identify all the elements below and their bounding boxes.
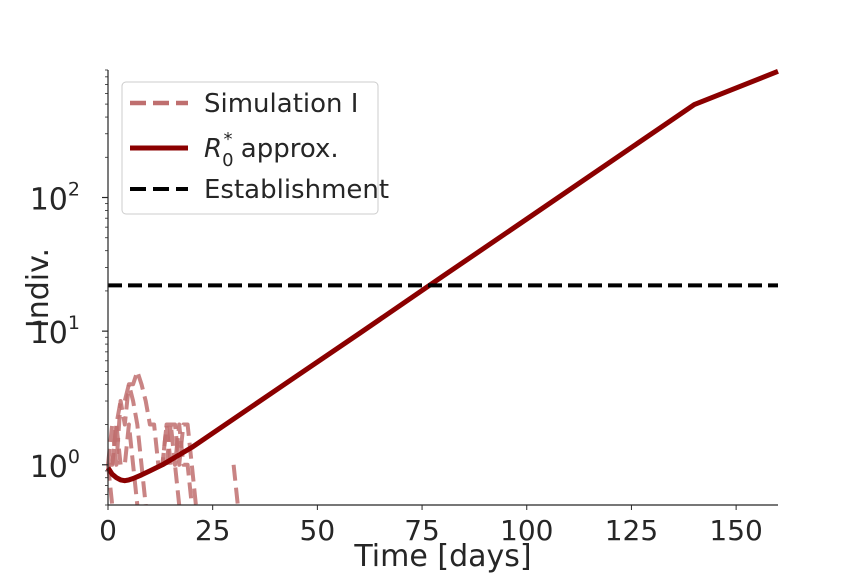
y-ticks: 100 101 102 bbox=[30, 69, 108, 506]
x-tick-label-125: 125 bbox=[605, 514, 658, 547]
y-tick-label-0: 100 bbox=[30, 446, 80, 485]
legend-label-approx-sub: 0 bbox=[222, 150, 233, 171]
approx-line bbox=[105, 68, 779, 484]
simulation-trace-2 bbox=[110, 382, 148, 506]
x-tick-label-0: 0 bbox=[99, 514, 117, 547]
legend-label-approx-rest: approx. bbox=[233, 134, 339, 164]
x-tick-label-100: 100 bbox=[500, 514, 553, 547]
axes bbox=[107, 70, 778, 506]
legend-label-establishment: Establishment bbox=[204, 175, 389, 205]
x-ticks: 0 25 50 75 100 125 150 bbox=[99, 505, 763, 547]
legend-label-approx-sup: * bbox=[224, 129, 233, 150]
x-axis-title: Time [days] bbox=[353, 539, 531, 574]
legend: Simulation I R0* approx. Establishment bbox=[121, 81, 389, 215]
simulation-trace-6 bbox=[231, 464, 240, 506]
x-tick-label-25: 25 bbox=[195, 514, 231, 547]
simulation-trace-0 bbox=[106, 369, 198, 506]
legend-label-simulation: Simulation I bbox=[204, 89, 358, 119]
x-tick-label-150: 150 bbox=[709, 514, 762, 547]
legend-label-approx-main: R bbox=[204, 134, 222, 164]
y-tick-label-1: 101 bbox=[30, 312, 80, 351]
y-tick-label-2: 102 bbox=[30, 179, 80, 218]
simulation-trace-3 bbox=[106, 464, 117, 507]
legend-label-approx: R0* approx. bbox=[204, 129, 339, 171]
simulation-trace-5 bbox=[164, 422, 194, 506]
y-axis-title: Indiv. bbox=[21, 248, 56, 328]
x-tick-label-75: 75 bbox=[404, 514, 440, 547]
x-tick-label-50: 50 bbox=[300, 514, 336, 547]
plot-lines bbox=[105, 68, 779, 507]
legend-box bbox=[121, 81, 379, 215]
